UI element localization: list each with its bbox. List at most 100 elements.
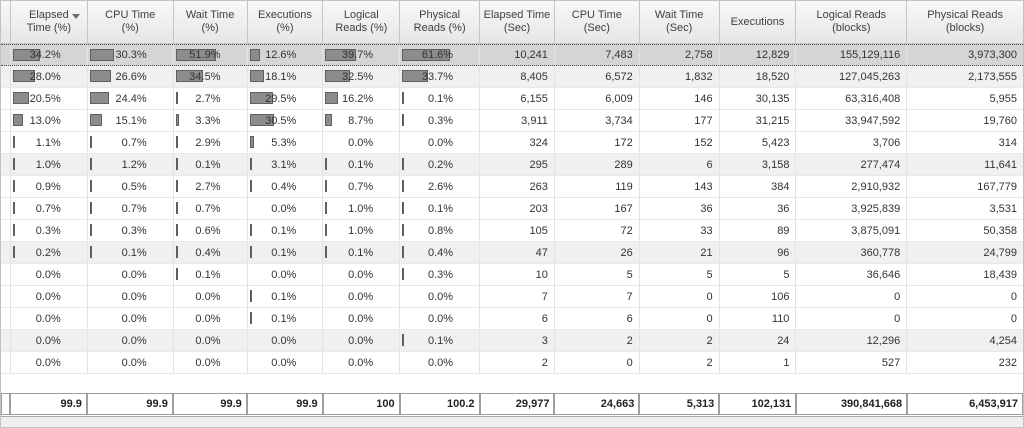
column-header-exec-pct[interactable]: Executions (%) (248, 1, 324, 43)
table-row[interactable]: 0.0% 0.0% 0.0% 0.0% 0.0% 0.0% 2 0 2 1 527 232 (1, 352, 1023, 374)
percent-cell-physical-pct: 2.6% (400, 176, 481, 197)
column-header-elapsed-sec[interactable]: Elapsed Time (Sec) (480, 1, 555, 43)
percent-cell-physical-pct: 0.0% (400, 132, 481, 153)
number-value: 2,758 (685, 49, 713, 61)
percent-cell-wait-pct: 51.9% (174, 45, 248, 65)
number-cell-wait-sec: 177 (640, 110, 720, 131)
number-value: 12,296 (866, 334, 901, 347)
grid-header-row: Elapsed Time (%) CPU Time (%) Wait Time (%… (1, 1, 1023, 44)
table-row[interactable]: 0.0% 0.0% 0.1% 0.0% 0.0% 0.3% 10 5 5 5 36,646 18,43… (1, 264, 1023, 286)
number-value: 3,531 (989, 202, 1017, 215)
percent-value: 0.7% (121, 136, 147, 149)
column-header-logical-reads[interactable]: Logical Reads (blocks) (796, 1, 908, 43)
percent-value: 0.8% (427, 224, 454, 237)
column-header-elapsed-pct[interactable]: Elapsed Time (%) (11, 1, 88, 43)
number-cell-wait-sec: 0 (640, 286, 720, 307)
table-row[interactable]: 1.1% 0.7% 2.9% 5.3% 0.0% 0.0% 324 172 152 5,423 3,… (1, 132, 1023, 154)
table-row[interactable]: 0.2% 0.1% 0.4% 0.1% 0.1% 0.4% 47 26 21 96 360,778 2… (1, 242, 1023, 264)
column-header-cpu-sec[interactable]: CPU Time (Sec) (555, 1, 640, 43)
number-value: 72 (620, 224, 633, 237)
percent-cell-wait-pct: 2.9% (174, 132, 248, 153)
number-cell-elapsed-sec: 203 (480, 198, 555, 219)
percent-cell-physical-pct: 33.7% (400, 66, 481, 87)
percent-value: 0.4% (427, 246, 454, 259)
number-value: 3,706 (872, 136, 901, 149)
total-box-executions: 102,131 (719, 393, 797, 415)
table-row[interactable]: 1.0% 1.2% 0.1% 3.1% 0.1% 0.2% 295 289 6 3,158 277,… (1, 154, 1023, 176)
number-cell-executions: 89 (720, 220, 797, 241)
table-row[interactable]: 0.7% 0.7% 0.7% 0.0% 1.0% 0.1% 203 167 36 36 3,925,… (1, 198, 1023, 220)
percent-value: 0.5% (121, 180, 147, 193)
column-header-physical-reads[interactable]: Physical Reads (blocks) (907, 1, 1023, 43)
percent-bar (175, 114, 179, 126)
percent-cell-exec-pct: 5.3% (248, 132, 324, 153)
percent-bar (12, 136, 15, 148)
table-row[interactable]: 0.0% 0.0% 0.0% 0.1% 0.0% 0.0% 7 7 0 106 0 0 (1, 286, 1023, 308)
percent-cell-elapsed-pct: 0.0% (11, 330, 88, 351)
column-header-physical-pct[interactable]: Physical Reads (%) (400, 1, 481, 43)
percent-bar (89, 70, 111, 82)
total-box-wait-pct: 99.9 (172, 393, 247, 415)
number-value: 0 (706, 312, 713, 325)
table-row[interactable]: 0.9% 0.5% 2.7% 0.4% 0.7% 2.6% 263 119 143 384 2,91… (1, 176, 1023, 198)
total-box-exec-pct: 99.9 (246, 393, 323, 415)
number-cell-elapsed-sec: 295 (480, 154, 555, 175)
percent-cell-cpu-pct: 26.6% (88, 66, 174, 87)
percent-value: 0.0% (348, 290, 374, 303)
row-indicator-cell (1, 176, 11, 197)
number-cell-elapsed-sec: 7 (480, 286, 555, 307)
number-value: 2,910,932 (851, 180, 901, 193)
table-row[interactable]: 0.3% 0.3% 0.6% 0.1% 1.0% 0.8% 105 72 33 89 3,875,0… (1, 220, 1023, 242)
number-cell-cpu-sec: 26 (555, 242, 640, 263)
column-header-label: Executions (%) (258, 9, 312, 34)
number-value: 10,241 (514, 49, 548, 61)
percent-value: 0.0% (195, 312, 221, 325)
percent-value: 30.5% (265, 114, 297, 127)
table-row[interactable]: 0.0% 0.0% 0.0% 0.0% 0.0% 0.1% 3 2 2 24 12,296 4,254 (1, 330, 1023, 352)
total-value: 24,663 (600, 398, 635, 410)
number-cell-physical-reads: 232 (907, 352, 1023, 373)
column-header-wait-sec[interactable]: Wait Time (Sec) (640, 1, 720, 43)
number-cell-physical-reads: 2,173,555 (907, 66, 1023, 87)
number-value: 5,423 (761, 136, 790, 149)
percent-bar (12, 246, 15, 258)
number-value: 2,173,555 (968, 70, 1017, 83)
percent-cell-exec-pct: 0.0% (248, 330, 324, 351)
number-value: 3,158 (761, 158, 790, 171)
percent-cell-wait-pct: 0.0% (174, 308, 248, 329)
percent-value: 0.0% (35, 312, 61, 325)
percent-cell-exec-pct: 12.6% (248, 45, 324, 65)
percent-value: 0.0% (427, 312, 454, 325)
percent-value: 2.9% (195, 136, 221, 149)
percent-value: 8.7% (348, 114, 374, 127)
table-row[interactable]: 34.2% 30.3% 51.9% 12.6% 39.7% 61.6% 10,241 7,48… (1, 44, 1023, 66)
percent-cell-exec-pct: 0.0% (248, 352, 324, 373)
table-row[interactable]: 28.0% 26.6% 34.5% 18.1% 32.5% 33.7% 8,405 6,572… (1, 66, 1023, 88)
number-cell-logical-reads: 3,706 (796, 132, 908, 153)
percent-cell-wait-pct: 0.0% (174, 286, 248, 307)
number-cell-physical-reads: 18,439 (907, 264, 1023, 285)
percent-cell-physical-pct: 0.1% (400, 88, 481, 109)
number-value: 2 (626, 334, 633, 347)
column-header-logical-pct[interactable]: Logical Reads (%) (323, 1, 401, 43)
table-row[interactable]: 0.0% 0.0% 0.0% 0.1% 0.0% 0.0% 6 6 0 110 0 0 (1, 308, 1023, 330)
percent-bar (89, 136, 92, 148)
number-cell-executions: 18,520 (720, 66, 797, 87)
table-row[interactable]: 13.0% 15.1% 3.3% 30.5% 8.7% 0.3% 3,911 3,734 177… (1, 110, 1023, 132)
percent-cell-cpu-pct: 24.4% (88, 88, 174, 109)
percent-value: 61.6% (421, 49, 454, 61)
column-header-wait-pct[interactable]: Wait Time (%) (174, 1, 248, 43)
number-cell-executions: 106 (720, 286, 797, 307)
percent-cell-wait-pct: 0.0% (174, 352, 248, 373)
percent-value: 0.0% (348, 312, 374, 325)
percent-value: 0.4% (271, 180, 297, 193)
percent-cell-logical-pct: 8.7% (323, 110, 401, 131)
percent-cell-cpu-pct: 0.0% (88, 264, 174, 285)
column-header-cpu-pct[interactable]: CPU Time (%) (88, 1, 174, 43)
number-value: 295 (529, 158, 548, 171)
percent-bar (89, 246, 92, 258)
table-row[interactable]: 20.5% 24.4% 2.7% 29.5% 16.2% 0.1% 6,155 6,009 14… (1, 88, 1023, 110)
percent-value: 0.0% (271, 334, 297, 347)
column-header-executions[interactable]: Executions (720, 1, 797, 43)
percent-cell-elapsed-pct: 28.0% (11, 66, 88, 87)
